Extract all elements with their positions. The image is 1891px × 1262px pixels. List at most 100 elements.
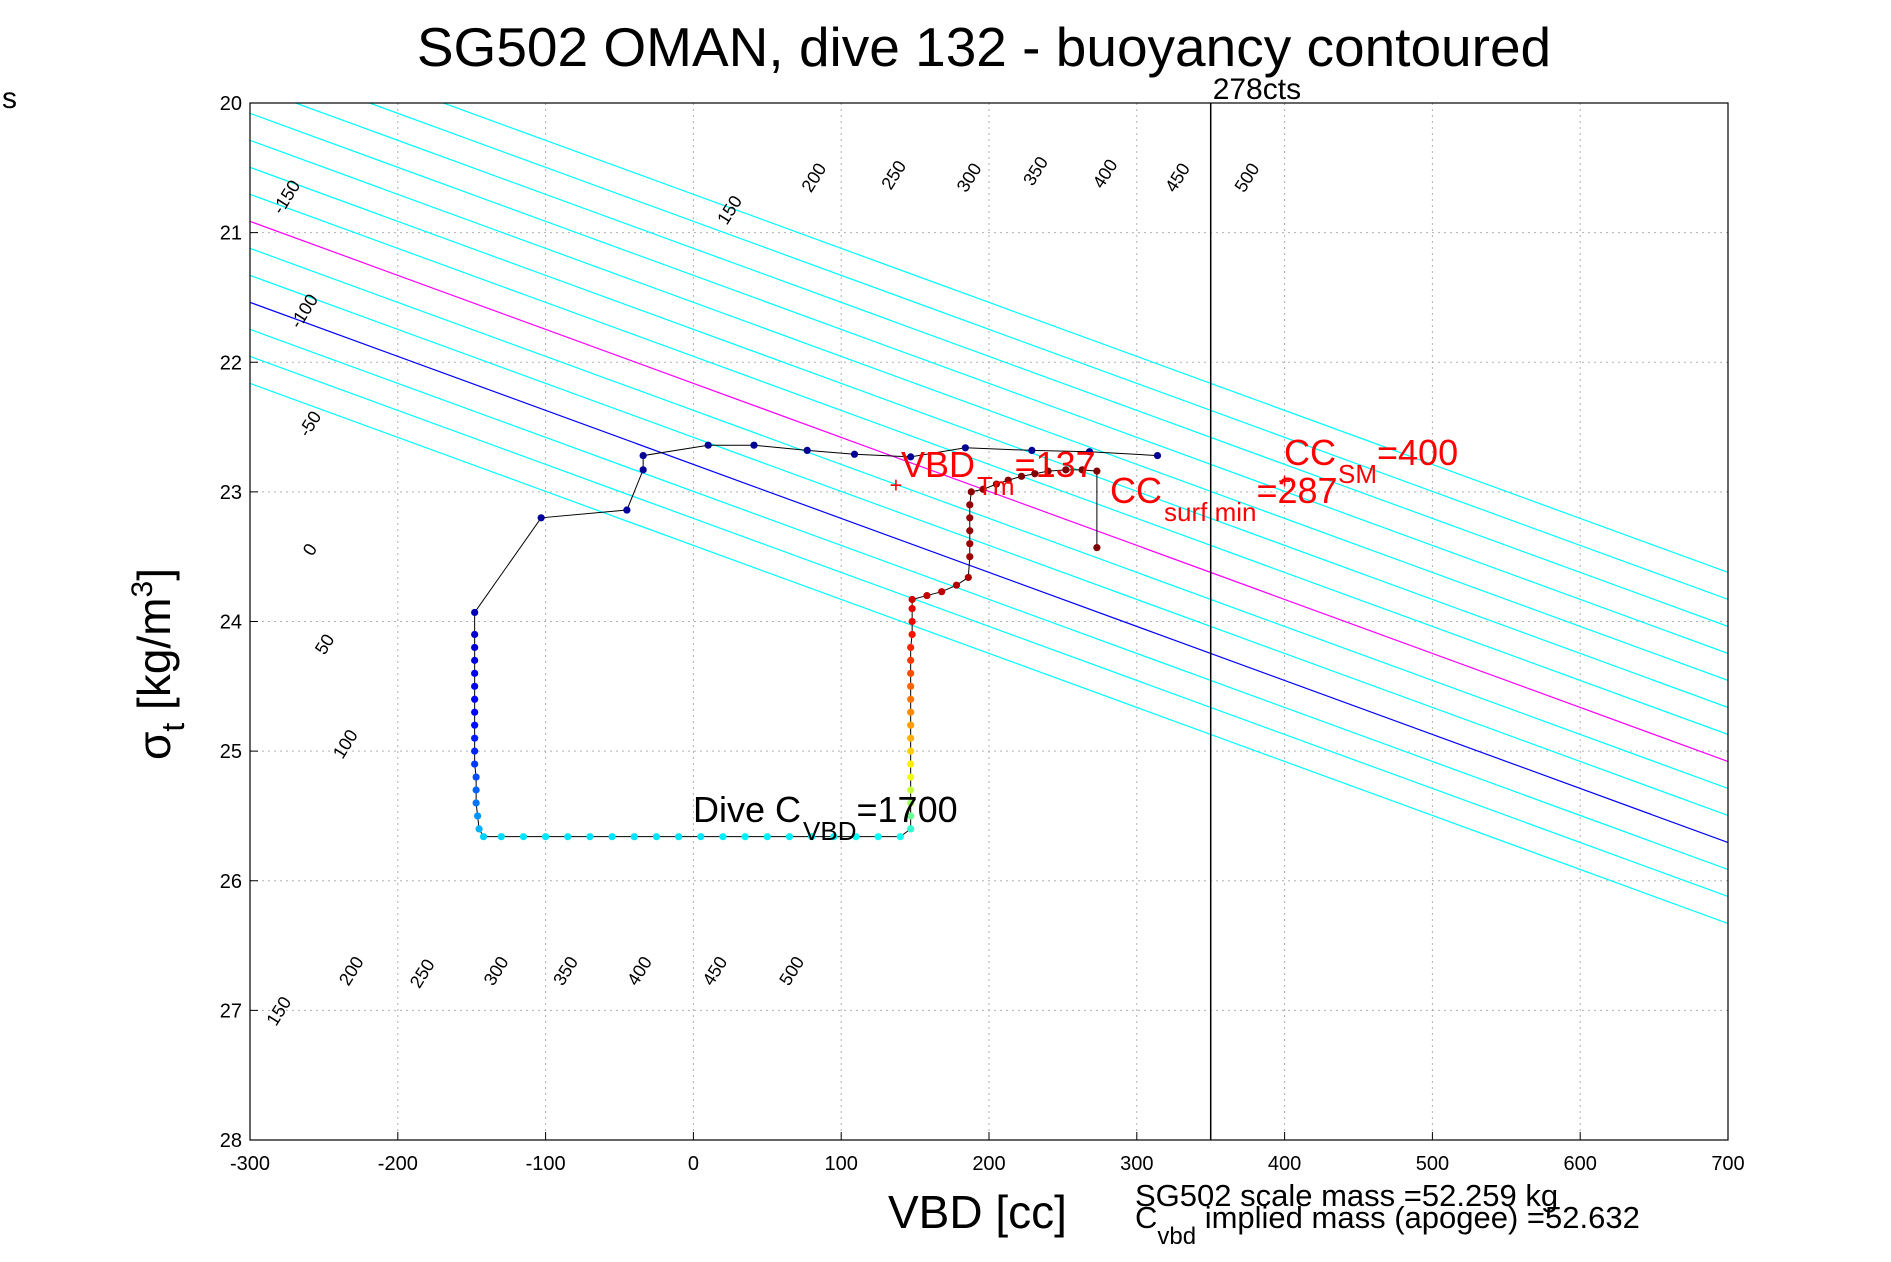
dive-point <box>471 760 479 768</box>
dive-point <box>966 527 974 535</box>
y-axis-label: σt [kg/m3] <box>126 568 191 760</box>
dive-points <box>471 441 1162 841</box>
contour-line-0 <box>250 301 1728 844</box>
contour-line-450 <box>369 103 1728 601</box>
contour-line--150 <box>250 382 1728 925</box>
cc-surf-min-label: CCsurf min=287 <box>1110 470 1338 527</box>
dive-point <box>472 773 480 781</box>
y-tick-label: 28 <box>220 1130 242 1152</box>
dive-point <box>808 833 816 841</box>
dive-point <box>1153 451 1162 460</box>
x-tick-label: -100 <box>526 1153 566 1175</box>
contour-label-0: 0 <box>299 540 321 559</box>
dive-point <box>1093 544 1101 552</box>
y-axis-ticks: 20 21 22 23 24 25 26 27 28 <box>220 93 258 1152</box>
contour-line--100 <box>250 355 1728 898</box>
vbd-tm-label: VBDTm=137 <box>901 444 1096 501</box>
dive-point <box>850 450 859 458</box>
grid <box>250 103 1728 1140</box>
contour-label-500: 500 <box>1231 160 1264 196</box>
dive-point <box>697 833 705 841</box>
dive-point <box>652 833 661 841</box>
dive-path-line <box>474 444 1158 838</box>
dive-point <box>907 708 915 716</box>
dive-point <box>908 604 916 613</box>
dive-point <box>908 595 916 604</box>
dive-point <box>992 480 1000 488</box>
dive-point <box>966 501 974 509</box>
dive-point <box>785 833 794 841</box>
dive-point <box>852 833 860 841</box>
dive-point <box>471 656 479 664</box>
dive-point <box>966 540 974 548</box>
annotation-vbd-tm: + VBDTm=137 <box>889 444 1095 501</box>
contour-label--100: -100 <box>286 291 322 332</box>
dive-point <box>471 734 479 742</box>
dive-point <box>1017 472 1026 480</box>
dive-point <box>907 760 915 768</box>
dive-point <box>471 669 479 677</box>
dive-point <box>471 682 479 690</box>
contour-line-150 <box>250 220 1728 763</box>
contour-line-200 <box>250 193 1728 736</box>
contour-label-300: 300 <box>480 953 513 989</box>
contour-label-450: 450 <box>1161 160 1194 196</box>
dive-point <box>1031 470 1039 478</box>
contour-label-100: 100 <box>329 726 362 762</box>
contour-label-450: 450 <box>698 953 731 989</box>
dive-point <box>874 833 882 841</box>
contour-line-250 <box>250 166 1728 709</box>
dive-point <box>475 825 483 833</box>
dive-point <box>907 656 915 664</box>
dive-point <box>564 833 572 841</box>
dive-point <box>471 643 479 652</box>
x-tick-label: 400 <box>1268 1153 1301 1175</box>
contour-line-350 <box>250 112 1728 655</box>
dive-point <box>908 630 916 639</box>
contour-label-200: 200 <box>798 160 831 196</box>
dive-point <box>979 485 987 493</box>
dive-point <box>961 444 969 452</box>
annotation-cc-surf-min: CCsurf min=287 <box>1110 470 1338 527</box>
dive-point <box>586 833 594 841</box>
y-tick-label: 23 <box>220 482 242 504</box>
dive-point <box>907 682 915 690</box>
dive-point <box>907 799 915 807</box>
contour-line-500 <box>443 103 1728 574</box>
contour-label-200: 200 <box>335 953 368 989</box>
contour-label-50: 50 <box>311 630 339 658</box>
dive-point <box>966 514 974 522</box>
dive-point <box>630 833 638 841</box>
dive-point <box>923 591 931 600</box>
x-tick-label: 200 <box>972 1153 1005 1175</box>
dive-point <box>471 695 479 703</box>
y-tick-label: 21 <box>220 223 242 245</box>
contour-label-250: 250 <box>406 955 439 991</box>
dive-point <box>537 514 545 522</box>
contour-label-400: 400 <box>1089 156 1122 192</box>
vbd-reference-label: 278cts <box>1213 73 1301 106</box>
buoyancy-contours <box>250 103 1728 925</box>
dive-point <box>952 581 961 589</box>
dive-point <box>472 786 480 794</box>
dive-point <box>1085 448 1094 456</box>
contour-label--150: -150 <box>268 176 304 217</box>
dive-point <box>1062 466 1070 474</box>
contour-line-100 <box>250 247 1728 790</box>
y-tick-label: 24 <box>220 612 242 634</box>
implied-mass-text: Cvbd implied mass (apogee) =52.632 <box>1135 1200 1640 1250</box>
dive-point <box>966 553 974 561</box>
contour-label-150: 150 <box>262 993 295 1029</box>
dive-point <box>907 747 915 755</box>
dive-point <box>908 617 916 626</box>
x-tick-label: 600 <box>1564 1153 1597 1175</box>
dive-point <box>907 453 915 461</box>
cc-sm-label: CCSM=400 <box>1284 432 1458 489</box>
dive-point <box>896 833 904 841</box>
dive-point <box>907 786 915 794</box>
dive-point <box>1078 466 1086 474</box>
dive-point <box>907 643 915 652</box>
x-tick-label: 300 <box>1120 1153 1153 1175</box>
dive-cvbd-label: Dive CVBD=1700 <box>693 789 958 846</box>
dive-point <box>1044 467 1052 475</box>
